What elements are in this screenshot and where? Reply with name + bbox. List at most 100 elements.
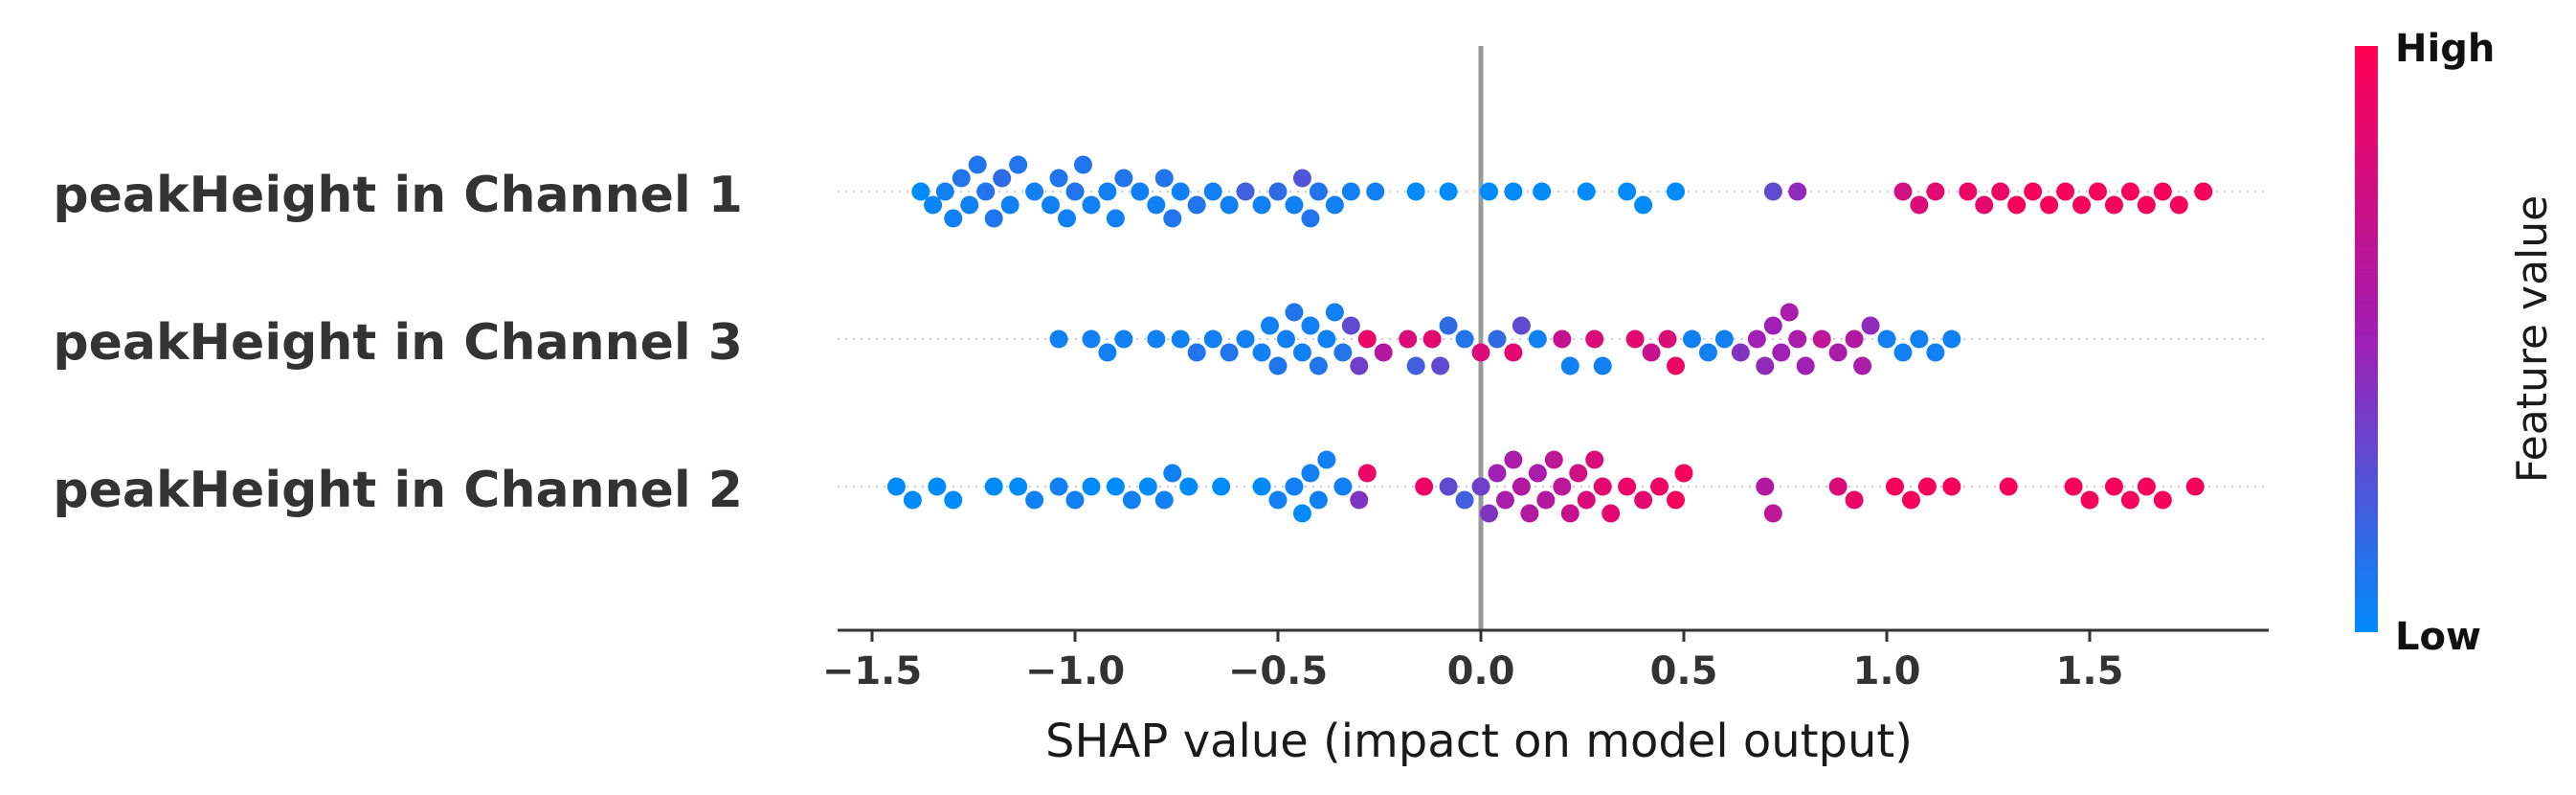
point-f1-6 [1187, 343, 1206, 362]
point-f2-40 [1553, 477, 1572, 496]
point-f1-20 [1333, 343, 1353, 362]
point-f2-50 [1667, 490, 1686, 510]
point-f1-9 [1236, 329, 1255, 349]
point-f0-11 [1009, 155, 1028, 174]
point-f1-15 [1292, 343, 1311, 362]
point-f0-33 [1285, 195, 1304, 215]
point-f0-19 [1098, 182, 1117, 201]
x-tick-label-3: 0.0 [1447, 649, 1515, 693]
point-f2-16 [1212, 477, 1231, 496]
point-f0-15 [1058, 209, 1077, 228]
point-f1-32 [1488, 329, 1507, 349]
x-tick-label-2: −0.5 [1228, 649, 1328, 693]
point-f0-50 [1788, 182, 1807, 201]
point-f0-13 [1042, 195, 1061, 215]
point-f1-45 [1698, 343, 1717, 362]
point-f0-56 [1991, 182, 2010, 201]
point-f0-37 [1325, 195, 1344, 215]
point-f2-15 [1179, 477, 1198, 496]
point-f1-53 [1788, 329, 1807, 349]
point-f1-7 [1203, 329, 1222, 349]
point-f0-29 [1220, 195, 1239, 215]
colorbar-title: Feature value [2508, 195, 2557, 483]
point-f1-27 [1422, 329, 1442, 349]
point-f2-39 [1544, 450, 1563, 469]
point-f2-31 [1479, 504, 1498, 523]
point-f1-55 [1812, 329, 1831, 349]
point-f0-40 [1406, 182, 1425, 201]
point-f1-61 [1893, 343, 1913, 362]
point-f0-59 [2040, 195, 2059, 215]
point-f2-18 [1268, 490, 1288, 510]
point-f2-51 [1674, 464, 1693, 483]
x-tick-label-0: −1.5 [822, 649, 922, 693]
point-f1-44 [1682, 329, 1701, 349]
point-f2-52 [1756, 477, 1775, 496]
point-f1-48 [1747, 329, 1766, 349]
point-f1-2 [1098, 343, 1117, 362]
point-f2-45 [1593, 477, 1612, 496]
point-f2-55 [1845, 490, 1864, 510]
point-f0-62 [2088, 182, 2107, 201]
point-f0-14 [1049, 169, 1068, 188]
point-f0-49 [1763, 182, 1782, 201]
point-f2-12 [1138, 477, 1157, 496]
point-f2-54 [1828, 477, 1848, 496]
point-f2-42 [1569, 464, 1588, 483]
point-f1-28 [1431, 356, 1450, 375]
point-f0-54 [1959, 182, 1978, 201]
point-f0-30 [1236, 182, 1255, 201]
point-f2-13 [1154, 490, 1174, 510]
point-f2-61 [2064, 477, 2083, 496]
point-f2-48 [1634, 490, 1653, 510]
point-f0-42 [1479, 182, 1498, 201]
point-f0-5 [960, 195, 979, 215]
point-f0-20 [1106, 209, 1125, 228]
point-f1-37 [1560, 356, 1579, 375]
point-f1-50 [1763, 316, 1782, 335]
point-f0-8 [984, 209, 1003, 228]
point-f1-59 [1861, 316, 1880, 335]
point-f2-21 [1301, 464, 1320, 483]
point-f0-66 [2153, 182, 2172, 201]
colorbar-high-label: High [2395, 27, 2495, 71]
point-f2-28 [1439, 477, 1458, 496]
feature-label-0: peakHeight in Channel 1 [53, 167, 743, 224]
point-f0-47 [1634, 195, 1653, 215]
point-f2-67 [2185, 477, 2205, 496]
point-f2-62 [2080, 490, 2099, 510]
point-f0-10 [1000, 195, 1019, 215]
point-f2-59 [1942, 477, 1961, 496]
point-f1-60 [1877, 329, 1896, 349]
point-f2-14 [1163, 464, 1182, 483]
point-f2-65 [2137, 477, 2156, 496]
point-f1-1 [1082, 329, 1101, 349]
point-f0-51 [1893, 182, 1913, 201]
point-f0-36 [1309, 182, 1328, 201]
point-f2-22 [1309, 490, 1328, 510]
point-f2-7 [1049, 477, 1068, 496]
feature-label-2: peakHeight in Channel 2 [53, 462, 743, 519]
point-f1-19 [1325, 303, 1344, 322]
point-f1-11 [1261, 316, 1280, 335]
point-f2-5 [1009, 477, 1028, 496]
x-tick-label-5: 1.0 [1853, 649, 1921, 693]
point-f1-17 [1309, 356, 1328, 375]
point-f2-8 [1065, 490, 1085, 510]
point-f2-53 [1763, 504, 1782, 523]
point-f2-43 [1577, 490, 1596, 510]
point-f1-30 [1455, 329, 1474, 349]
point-f1-25 [1399, 329, 1418, 349]
point-f2-24 [1333, 477, 1353, 496]
point-f0-48 [1667, 182, 1686, 201]
point-f2-36 [1520, 504, 1539, 523]
point-f2-35 [1512, 477, 1531, 496]
point-f1-34 [1512, 316, 1531, 335]
point-f1-5 [1171, 329, 1190, 349]
point-f0-41 [1439, 182, 1458, 201]
point-f1-54 [1796, 356, 1815, 375]
point-f2-6 [1025, 490, 1044, 510]
point-f2-25 [1350, 490, 1369, 510]
point-f2-32 [1488, 464, 1507, 483]
